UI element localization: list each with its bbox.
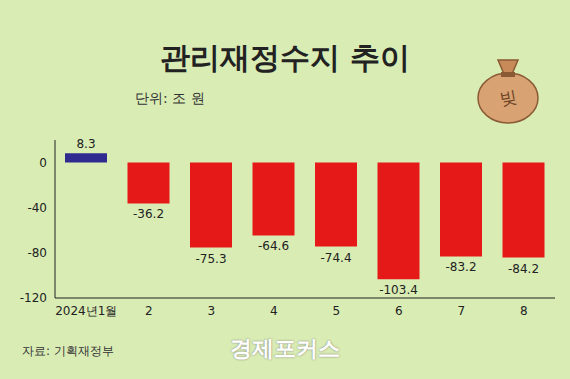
svg-text:7: 7 [457,304,465,318]
html-text:경제포커스: 경제포커스 [230,336,340,361]
html-text:관리재정수지 추이: 관리재정수지 추이 [159,40,411,75]
svg-text:-120: -120 [20,291,47,305]
svg-text:2024년1월: 2024년1월 [55,304,117,318]
svg-text:8: 8 [520,304,528,318]
svg-text:6: 6 [395,304,403,318]
svg-text:5: 5 [332,304,340,318]
html-text:자료: 기획재정부: 자료: 기획재정부 [22,344,114,358]
svg-text:-40: -40 [27,201,47,215]
svg-text:8.3: 8.3 [76,137,95,151]
svg-text:-74.4: -74.4 [320,251,351,265]
svg-text:2: 2 [145,304,153,318]
svg-text:3: 3 [207,304,215,318]
svg-text:0: 0 [39,156,47,170]
svg-text:-83.2: -83.2 [445,260,476,274]
svg-text:-80: -80 [27,246,47,260]
svg-text:-64.6: -64.6 [258,239,289,253]
svg-text:-75.3: -75.3 [195,252,226,266]
svg-text:-84.2: -84.2 [508,262,539,276]
svg-text:빚: 빚 [498,87,518,110]
svg-text:4: 4 [270,304,278,318]
html-text:단위: 조 원: 단위: 조 원 [135,90,205,106]
svg-text:-103.4: -103.4 [379,283,418,297]
svg-text:-36.2: -36.2 [133,207,164,221]
